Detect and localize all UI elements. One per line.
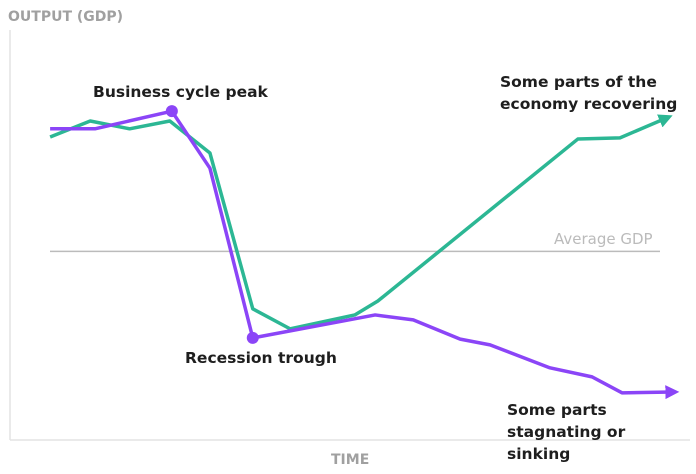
series-label: Some parts stagnating or sinking — [507, 401, 626, 463]
point-marker — [246, 331, 259, 344]
y-axis-title: OUTPUT (GDP) — [8, 9, 124, 25]
reference-label: Average GDP — [554, 230, 653, 248]
point-marker — [165, 105, 178, 118]
annotation: Recession trough — [185, 349, 337, 367]
series-label: Some parts of the economy recovering — [500, 73, 678, 113]
series-line — [49, 114, 673, 331]
annotation: Business cycle peak — [93, 83, 268, 101]
x-axis-title: TIME — [331, 452, 370, 468]
